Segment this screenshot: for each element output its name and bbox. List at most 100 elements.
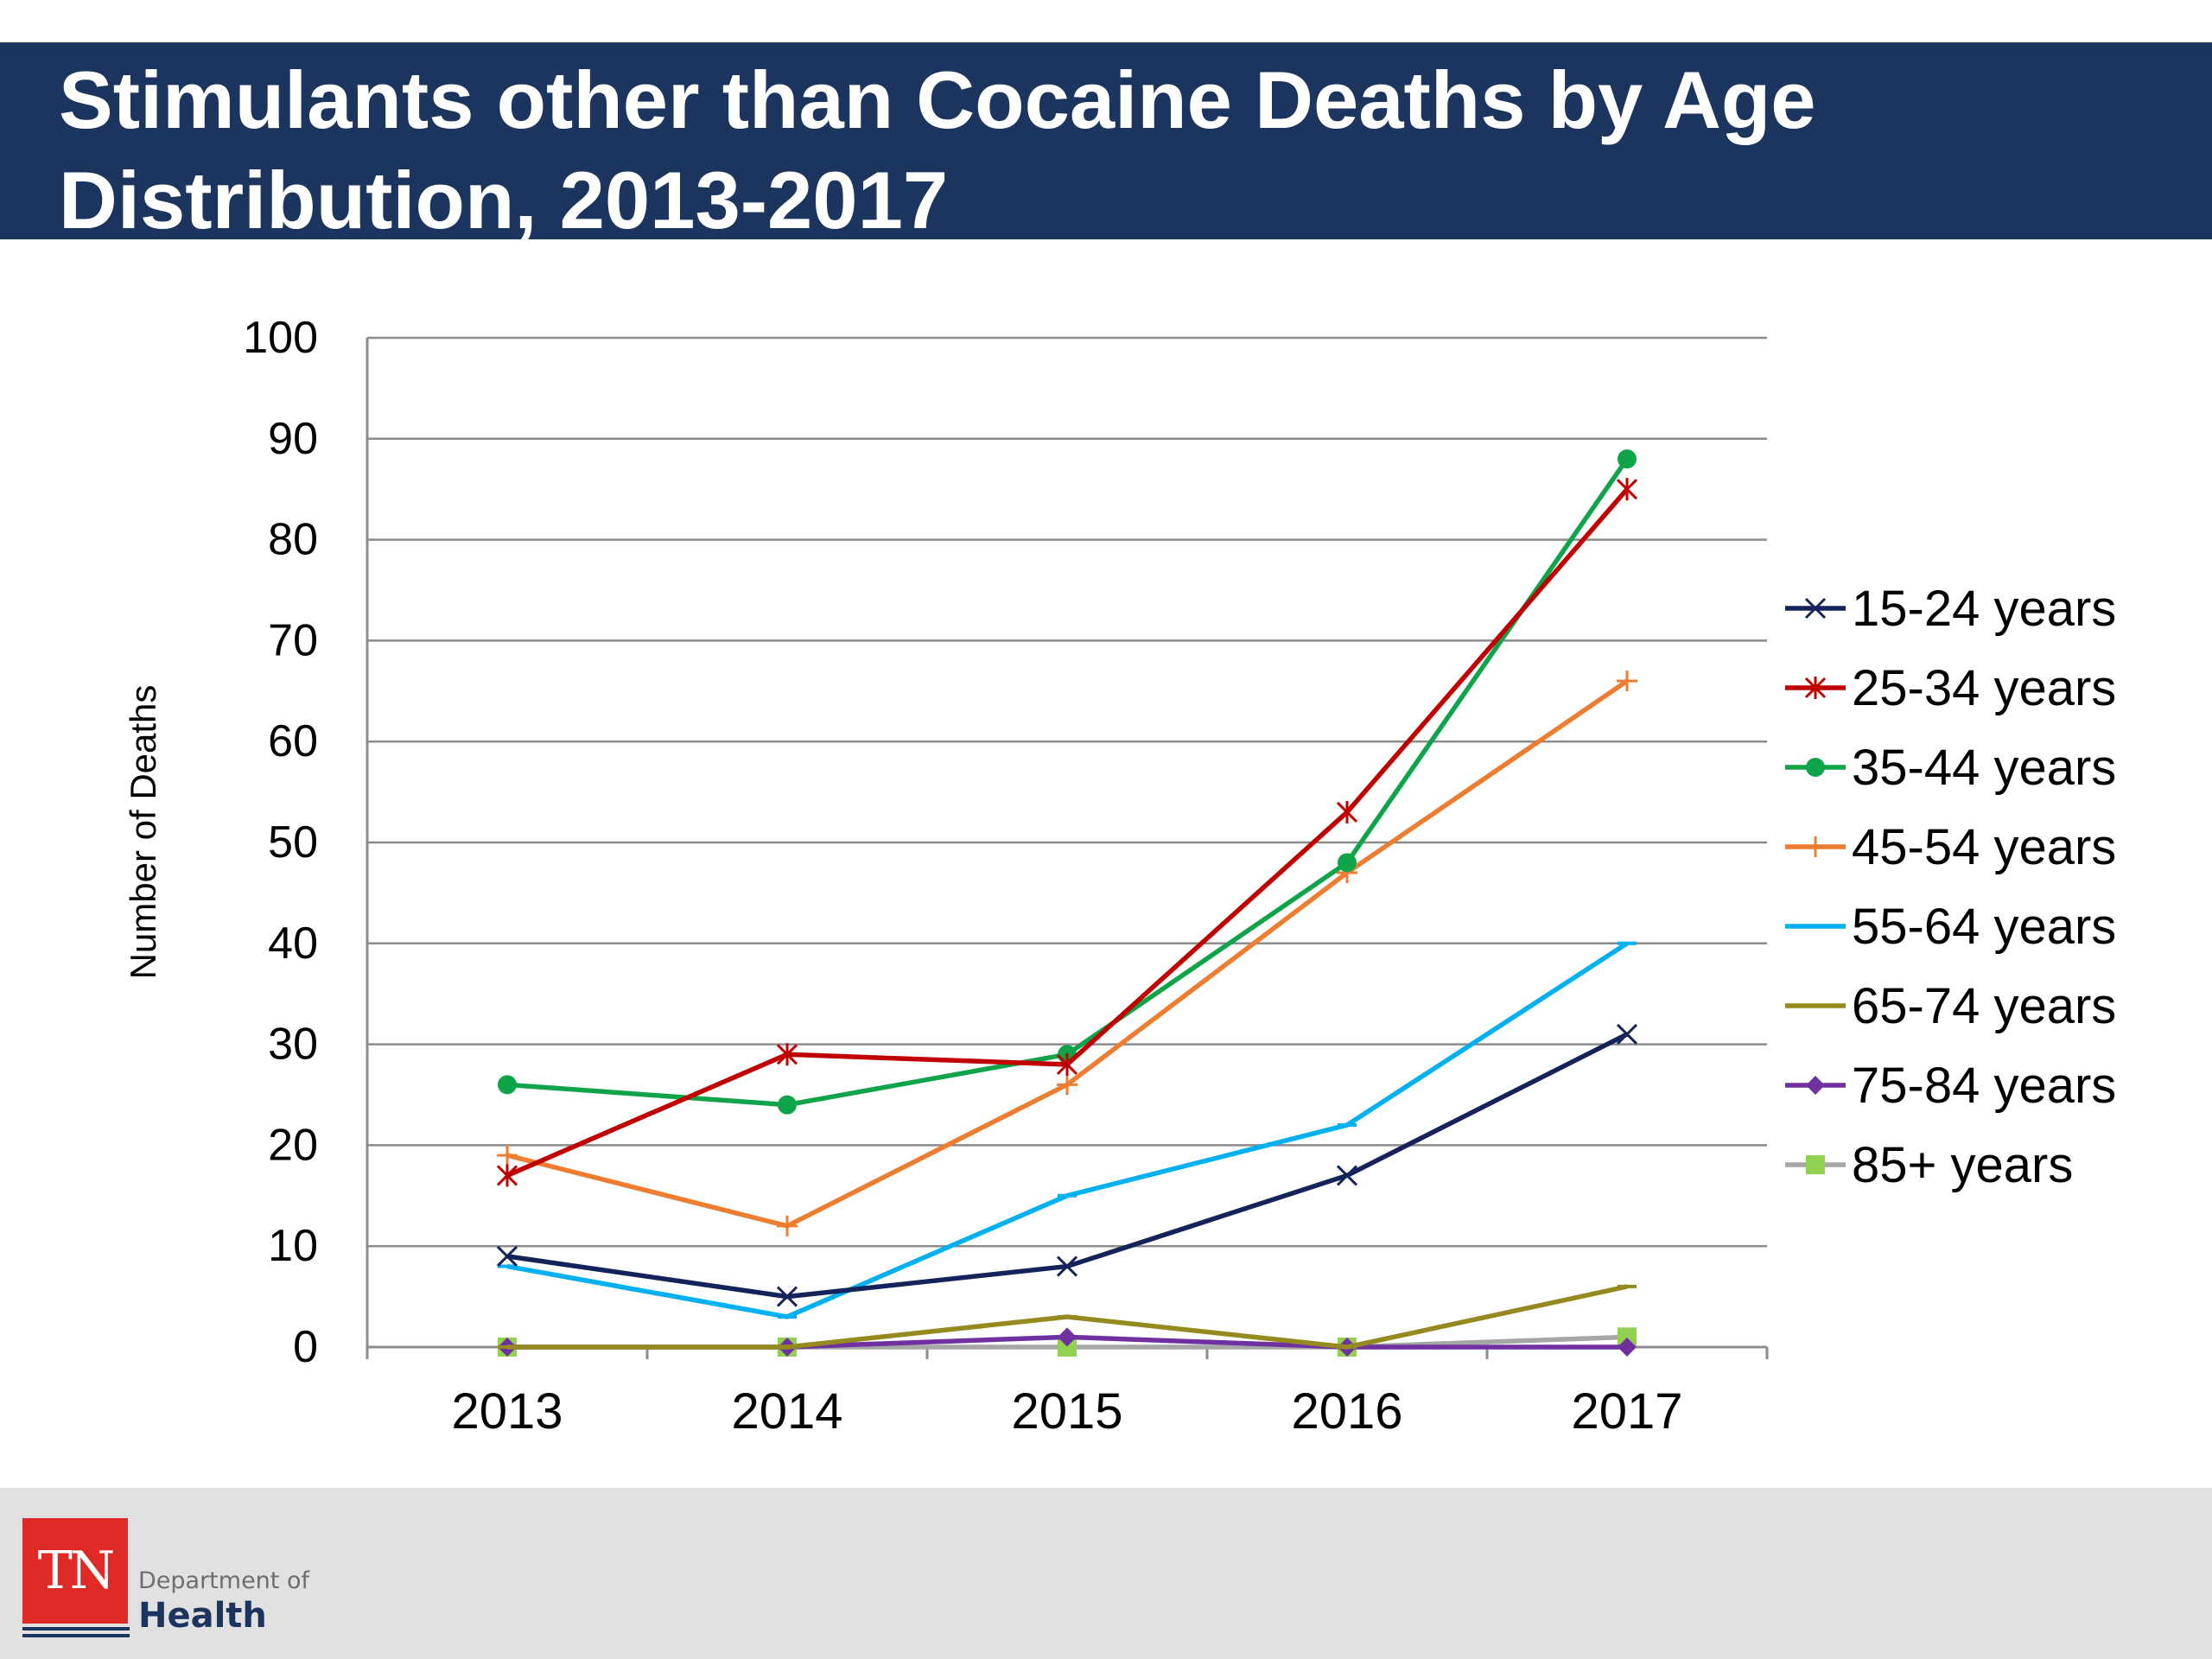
series-45-54-years-point-2015	[1057, 1074, 1077, 1096]
page-title: Stimulants other than Cocaine Deaths by …	[59, 50, 2133, 251]
y-tick-label-90: 90	[268, 414, 318, 464]
series-35-44-years	[498, 449, 1637, 1115]
legend-item-15-24-years-marker-stroke-b	[1804, 597, 1827, 620]
series-45-54-years-point-2013	[497, 1145, 518, 1166]
y-tick-label-40: 40	[268, 918, 318, 969]
series-15-24-years-point-2016	[1336, 1165, 1358, 1186]
series-15-24-years	[496, 1023, 1638, 1307]
series-15-24-years-point-2013	[496, 1245, 518, 1267]
legend-item-85plus-years: 85+ years	[1785, 1137, 2073, 1193]
series-45-54-years-point-2014	[777, 1215, 798, 1236]
legend-item-15-24-years-marker	[1804, 597, 1827, 620]
legend-item-85plus-years-label: 85+ years	[1852, 1137, 2073, 1193]
legend-item-85plus-years-marker	[1806, 1155, 1825, 1174]
y-tick-label-80: 80	[268, 515, 318, 565]
series-55-64-years	[498, 941, 1637, 1319]
series-25-34-years-point-2016	[1336, 800, 1358, 823]
y-tick-label-60: 60	[268, 716, 318, 766]
title-bar	[0, 42, 2212, 239]
legend-item-85plus-years-marker-shape	[1806, 1155, 1825, 1174]
series-35-44-years-point-2016	[1338, 853, 1357, 873]
legend-item-25-34-years-label: 25-34 years	[1852, 660, 2116, 716]
legend-item-15-24-years-label: 15-24 years	[1852, 581, 2116, 637]
legend-item-35-44-years-marker	[1806, 758, 1825, 777]
y-tick-label-70: 70	[268, 615, 318, 665]
x-tick-label-2015: 2015	[1011, 1383, 1122, 1440]
series-45-54-years	[497, 671, 1637, 1236]
y-tick-label-0: 0	[293, 1322, 318, 1372]
legend-item-35-44-years-label: 35-44 years	[1852, 740, 2116, 796]
legend: 15-24 years 25-34 years 35-44 years 45-54 y…	[1785, 581, 2116, 1193]
series-15-24-years-point-2016-stroke-b	[1336, 1165, 1358, 1186]
legend-item-25-34-years: 25-34 years	[1785, 660, 2116, 716]
series-75-84-years-point-2015	[1058, 1327, 1077, 1347]
gridlines	[367, 336, 1767, 1248]
series-35-44-years-point-2014	[778, 1095, 797, 1115]
logo-health-text: Health	[138, 1596, 267, 1636]
series-15-24-years-point-2014	[776, 1286, 798, 1307]
series-35-44-years-point-2016-dot	[1338, 853, 1357, 873]
series-75-84-years-point-2017-shape	[1618, 1338, 1637, 1357]
series-35-44-years-point-2013	[498, 1075, 517, 1095]
logo-underline-1	[22, 1627, 130, 1630]
series-35-44-years-point-2013-dot	[498, 1075, 517, 1095]
logo-department-text: Department of	[138, 1567, 309, 1594]
legend-item-65-74-years-label: 65-74 years	[1852, 978, 2116, 1034]
series-85plus-years-point-2017	[1618, 1327, 1637, 1347]
series-75-84-years-point-2015-shape	[1058, 1327, 1077, 1347]
series-25-34-years-point-2014	[776, 1043, 798, 1066]
x-tick-label-2014: 2014	[731, 1383, 842, 1440]
series-15-24-years-point-2015	[1056, 1255, 1078, 1277]
legend-item-15-24-years: 15-24 years	[1785, 581, 2116, 637]
legend-item-75-84-years-marker	[1806, 1076, 1825, 1095]
logo-underline-2	[22, 1634, 130, 1637]
y-tick-label-50: 50	[268, 817, 318, 868]
series-25-34-years-point-2017	[1616, 478, 1638, 501]
legend-item-55-64-years-label: 55-64 years	[1852, 899, 2116, 955]
series-85plus-years-point-2015-shape	[1058, 1338, 1077, 1357]
series-35-44-years-line	[506, 457, 1630, 1108]
legend-item-55-64-years: 55-64 years	[1785, 899, 2116, 955]
series-55-64-years-line	[506, 941, 1629, 1319]
title-line-2: Distribution, 2013-2017	[59, 155, 949, 245]
legend-item-65-74-years: 65-74 years	[1785, 978, 2116, 1034]
series-25-34-years-point-2013	[496, 1164, 518, 1187]
series-lines	[496, 449, 1638, 1357]
x-tick-label-2013: 2013	[451, 1383, 563, 1440]
y-tick-label-20: 20	[268, 1120, 318, 1170]
y-tick-label-30: 30	[268, 1020, 318, 1070]
series-15-24-years-point-2017-stroke-b	[1616, 1023, 1638, 1045]
y-tick-label-100: 100	[243, 313, 318, 363]
series-15-24-years-point-2014-stroke-b	[776, 1286, 798, 1307]
legend-item-35-44-years: 35-44 years	[1785, 740, 2116, 796]
series-25-34-years	[496, 478, 1638, 1187]
y-tick-label-10: 10	[268, 1221, 318, 1271]
tn-logo: TN	[22, 1518, 128, 1624]
series-35-44-years-point-2017-dot	[1618, 449, 1637, 469]
series-75-84-years-point-2017	[1618, 1338, 1637, 1357]
series-45-54-years-point-2017	[1617, 671, 1637, 692]
axes: 0 10 20 30 40 50 60 70 80 90 100 2013 2014 2015 2016 20…	[123, 313, 1769, 1440]
series-85plus-years-point-2015	[1058, 1338, 1077, 1357]
title-line-1: Stimulants other than Cocaine Deaths by …	[59, 54, 1816, 145]
series-35-44-years-point-2017	[1618, 449, 1637, 469]
legend-item-25-34-years-marker	[1804, 677, 1827, 699]
series-65-74-years	[498, 1284, 1637, 1350]
legend-item-75-84-years-marker-shape	[1806, 1076, 1825, 1095]
x-tick-label-2017: 2017	[1571, 1383, 1682, 1440]
series-15-24-years-point-2017	[1616, 1023, 1638, 1045]
x-tick-label-2016: 2016	[1291, 1383, 1402, 1440]
legend-item-45-54-years-label: 45-54 years	[1852, 819, 2116, 875]
series-35-44-years-point-2014-dot	[778, 1095, 797, 1115]
series-25-34-years-point-2015	[1056, 1052, 1078, 1076]
legend-item-75-84-years: 75-84 years	[1785, 1058, 2116, 1114]
series-15-24-years-point-2015-stroke-b	[1056, 1255, 1078, 1277]
legend-item-45-54-years-marker	[1805, 836, 1826, 857]
legend-item-75-84-years-label: 75-84 years	[1852, 1058, 2116, 1114]
series-15-24-years-point-2013-stroke-b	[496, 1245, 518, 1267]
footer-bar	[0, 1488, 2212, 1659]
legend-item-35-44-years-marker-dot	[1806, 758, 1825, 777]
series-85plus-years-point-2017-shape	[1618, 1327, 1637, 1347]
y-axis-title: Number of Deaths	[123, 685, 163, 980]
